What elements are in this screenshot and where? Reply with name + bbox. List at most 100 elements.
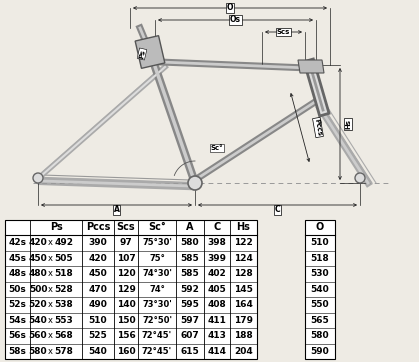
Text: 492: 492 (54, 238, 73, 247)
Text: Hs: Hs (237, 223, 251, 232)
Text: 405: 405 (208, 285, 226, 294)
Text: 607: 607 (181, 331, 199, 340)
Text: 164: 164 (234, 300, 253, 309)
Text: 420: 420 (28, 238, 47, 247)
Circle shape (355, 173, 365, 183)
Text: Sc°: Sc° (148, 223, 166, 232)
Text: 75°: 75° (149, 254, 165, 263)
Text: 580: 580 (28, 347, 47, 356)
Text: 390: 390 (89, 238, 107, 247)
Text: 145: 145 (234, 285, 253, 294)
Text: Scs: Scs (116, 223, 135, 232)
Circle shape (188, 176, 202, 190)
Text: 107: 107 (116, 254, 135, 263)
Text: 399: 399 (207, 254, 227, 263)
Text: C: C (275, 206, 280, 215)
Text: 525: 525 (89, 331, 107, 340)
Text: Pccs: Pccs (86, 223, 110, 232)
Text: 420: 420 (89, 254, 107, 263)
Text: 450: 450 (28, 254, 47, 263)
Text: 45s: 45s (8, 254, 26, 263)
Text: x: x (47, 285, 52, 294)
Text: 592: 592 (181, 285, 199, 294)
Text: 565: 565 (310, 316, 329, 325)
Text: x: x (47, 254, 52, 263)
Text: 402: 402 (208, 269, 226, 278)
Text: 140: 140 (116, 300, 135, 309)
Text: 50s: 50s (9, 285, 26, 294)
Text: 408: 408 (208, 300, 226, 309)
Text: 553: 553 (54, 316, 73, 325)
Text: Os: Os (230, 16, 241, 25)
Text: 540: 540 (89, 347, 107, 356)
Text: 73°30': 73°30' (142, 300, 172, 309)
Text: x: x (47, 238, 52, 247)
Text: 518: 518 (310, 254, 329, 263)
Text: x: x (47, 331, 52, 340)
Text: 585: 585 (181, 254, 199, 263)
Text: 578: 578 (54, 347, 73, 356)
Text: O: O (227, 4, 233, 13)
Text: 490: 490 (88, 300, 107, 309)
Text: 450: 450 (89, 269, 107, 278)
Text: Ps: Ps (138, 49, 146, 59)
Text: 398: 398 (207, 238, 226, 247)
Text: 500: 500 (29, 285, 47, 294)
Text: 120: 120 (116, 269, 135, 278)
Text: 58s: 58s (8, 347, 26, 356)
Text: 518: 518 (54, 269, 73, 278)
Text: A: A (186, 223, 194, 232)
Text: A: A (114, 206, 119, 215)
Text: 510: 510 (310, 238, 329, 247)
Text: 42s: 42s (8, 238, 26, 247)
Text: 505: 505 (55, 254, 73, 263)
Text: 122: 122 (234, 238, 253, 247)
Text: x: x (47, 347, 52, 356)
Text: 97: 97 (120, 238, 132, 247)
Text: 550: 550 (310, 300, 329, 309)
Bar (5, 220, 257, 359)
Text: 56s: 56s (8, 331, 26, 340)
Text: Scs: Scs (277, 29, 290, 35)
Text: 510: 510 (89, 316, 107, 325)
Text: 597: 597 (181, 316, 199, 325)
Text: 72°45': 72°45' (142, 347, 172, 356)
Text: 129: 129 (116, 285, 135, 294)
Text: 580: 580 (310, 331, 329, 340)
Text: 74°: 74° (149, 285, 165, 294)
Text: 480: 480 (28, 269, 47, 278)
Text: 413: 413 (207, 331, 226, 340)
Text: 585: 585 (181, 269, 199, 278)
Text: O: O (316, 223, 324, 232)
Text: 560: 560 (28, 331, 47, 340)
Text: Hs: Hs (345, 119, 351, 129)
Polygon shape (135, 36, 165, 68)
Text: 530: 530 (310, 269, 329, 278)
Circle shape (33, 173, 43, 183)
Text: Sc°: Sc° (211, 145, 223, 151)
Text: 590: 590 (310, 347, 329, 356)
Text: Ps: Ps (49, 223, 62, 232)
Text: 75°30': 75°30' (142, 238, 172, 247)
Text: 156: 156 (116, 331, 135, 340)
Text: 411: 411 (207, 316, 226, 325)
Text: 540: 540 (28, 316, 47, 325)
Text: 470: 470 (88, 285, 107, 294)
Text: x: x (47, 300, 52, 309)
Text: Pccs: Pccs (313, 118, 323, 137)
Text: x: x (47, 316, 52, 325)
Text: 538: 538 (54, 300, 73, 309)
Text: C: C (213, 223, 221, 232)
Text: 568: 568 (54, 331, 73, 340)
Bar (305, 220, 335, 359)
Text: 160: 160 (116, 347, 135, 356)
Text: 204: 204 (234, 347, 253, 356)
Text: 615: 615 (181, 347, 199, 356)
Text: 74°30': 74°30' (142, 269, 172, 278)
Text: 128: 128 (234, 269, 253, 278)
Text: 188: 188 (234, 331, 253, 340)
Text: 54s: 54s (8, 316, 26, 325)
Text: 595: 595 (181, 300, 199, 309)
Text: 179: 179 (234, 316, 253, 325)
Text: 48s: 48s (8, 269, 26, 278)
